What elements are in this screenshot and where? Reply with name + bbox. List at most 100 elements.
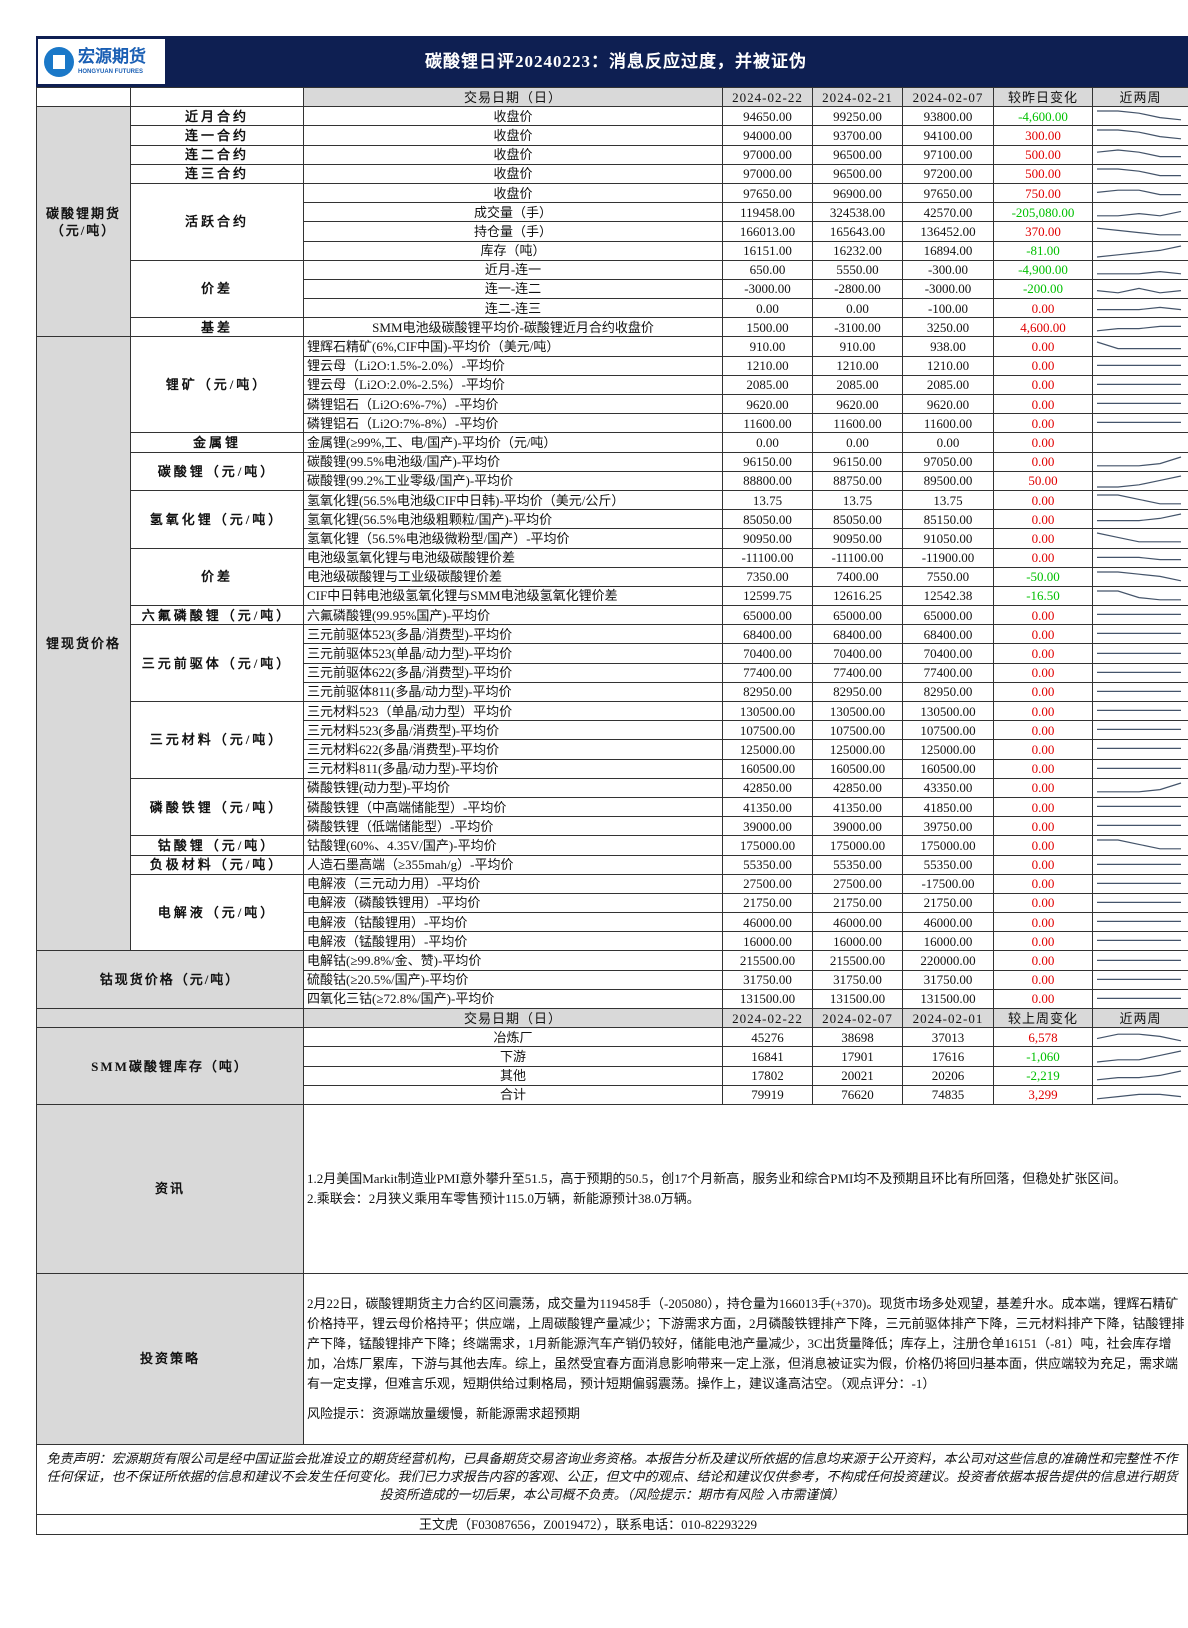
change-cell: -16.50: [993, 585, 1093, 607]
sparkline: [1097, 901, 1181, 903]
table-row: 磷锂铝石（Li2O:6%-7%）-平均价 9620.00 9620.00 9620.0…: [37, 393, 1188, 415]
sparkline-line: [1096, 340, 1181, 349]
row-label: 电解液（钴酸锂用）-平均价: [303, 912, 723, 933]
trend-cell: [1092, 912, 1188, 933]
change-cell: -1,060: [993, 1046, 1093, 1067]
table-row: 氢氧化锂（元/吨） 氢氧化锂(56.5%电池级CIF中日韩)-平均价（美元/公斤）…: [37, 489, 1188, 549]
value-cell: 175000.00: [812, 835, 903, 856]
trend-cell: [1092, 509, 1188, 530]
row-label: 磷酸铁锂（中高端储能型）-平均价: [303, 796, 723, 818]
row-label: 三元前驱体622(多晶/消费型)-平均价: [303, 662, 723, 683]
sparkline: [1097, 690, 1181, 692]
sparkline: [1096, 149, 1181, 157]
row-label: 碳酸锂(99.5%电池级/国产)-平均价: [303, 451, 723, 472]
value-cell: 94000.00: [722, 125, 813, 146]
sparkline: [1097, 805, 1181, 808]
subgroup-label: 钴酸锂（元/吨）: [130, 835, 304, 856]
value-cell: -300.00: [902, 259, 994, 280]
value-cell: 2085.00: [902, 374, 994, 396]
table-row: 负极材料（元/吨） 人造石墨高端（≥355mah/g）-平均价 55350.00 55…: [37, 854, 1188, 875]
value-cell: 131500.00: [812, 988, 903, 1010]
logo-icon: [44, 46, 74, 77]
value-cell: 93800.00: [902, 106, 994, 127]
table-row: 磷锂铝石（Li2O:7%-8%）-平均价 11600.00 11600.00 1160…: [37, 413, 1188, 434]
header-change: 较上周变化: [993, 1007, 1093, 1029]
change-cell: 0.00: [993, 892, 1093, 914]
change-cell: 500.00: [993, 163, 1093, 184]
sparkline: [1096, 287, 1182, 294]
value-cell: 82950.00: [812, 681, 903, 703]
sparkline: [1096, 326, 1181, 332]
table-row: 钴现货价格（元/吨） 电解钴(≥99.8%/金、赞)-平均价 215500.00 21…: [36, 950, 1188, 1009]
header-change: 较昨日变化: [993, 86, 1093, 108]
table-row: 锂云母（Li2O:1.5%-2.0%）-平均价 1210.00 1210.00 121…: [37, 355, 1188, 376]
table-row: 价差 近月-连一 650.00 5550.00 -300.00 -4,900.00: [37, 259, 1188, 319]
subgroup-label: 活跃合约: [130, 182, 304, 261]
header-row: 交易日期（日） 2024-02-22 2024-02-21 2024-02-07 较昨日…: [36, 86, 1188, 108]
value-cell: 16000.00: [812, 931, 903, 952]
sparkline: [1097, 882, 1181, 884]
row-label: 三元前驱体523(单晶/动力型)-平均价: [303, 643, 723, 664]
group-label: 碳酸锂期货（元/吨）: [36, 106, 131, 338]
table-row: 电解液（元/吨） 电解液（三元动力用）-平均价 27500.00 27500.00 -1…: [37, 873, 1188, 952]
value-cell: 39000.00: [722, 816, 813, 837]
value-cell: 5550.00: [812, 259, 903, 280]
sparkline-line: [1097, 782, 1182, 793]
table-row: 氢氧化锂(56.5%电池级粗颗粒/国产)-平均价 85050.00 85050.00…: [37, 509, 1188, 530]
value-cell: 12542.38: [902, 585, 994, 607]
row-label: 收盘价: [303, 182, 723, 204]
value-cell: 125000.00: [722, 739, 813, 760]
value-cell: 175000.00: [722, 835, 813, 856]
sparkline: [1097, 494, 1181, 505]
sparkline: [1097, 211, 1182, 217]
header-date: 2024-02-07: [902, 86, 994, 108]
report-title: 碳酸锂日评20240223：消息反应过度，并被证伪: [425, 52, 807, 71]
row-label: 锂辉石精矿(6%,CIF中国)-平均价（美元/吨）: [303, 336, 723, 357]
row-label: 连二-连三: [303, 298, 723, 319]
change-cell: -2,219: [993, 1065, 1093, 1086]
change-cell: 0.00: [993, 298, 1093, 319]
change-cell: 0.00: [993, 777, 1093, 798]
change-cell: 0.00: [993, 681, 1093, 703]
strategy-label: 投资策略: [36, 1272, 304, 1445]
value-cell: 13.75: [812, 489, 903, 511]
value-cell: 55350.00: [812, 854, 903, 875]
trend-cell: [1092, 470, 1188, 491]
trend-cell: [1092, 566, 1188, 587]
sparkline: [1097, 513, 1182, 522]
sparkline-line: [1097, 513, 1182, 522]
value-cell: 41850.00: [902, 796, 994, 818]
value-cell: 9620.00: [812, 393, 903, 415]
change-cell: 0.00: [993, 393, 1093, 415]
sparkline-line: [1096, 326, 1181, 332]
trend-cell: [1092, 1084, 1188, 1105]
header-date: 2024-02-21: [812, 86, 903, 108]
trend-cell: [1092, 739, 1188, 760]
table-row: 三元材料（元/吨） 三元材料523（单晶/动力型）平均价 130500.00 1305…: [37, 700, 1188, 779]
change-cell: 0.00: [993, 873, 1093, 894]
trend-cell: [1092, 777, 1188, 798]
row-label: 收盘价: [303, 144, 723, 165]
change-cell: 370.00: [993, 221, 1093, 242]
value-cell: 41350.00: [812, 796, 903, 818]
sparkline: [1097, 729, 1181, 731]
table-row: 碳酸锂（元/吨） 碳酸锂(99.5%电池级/国产)-平均价 96150.00 9615…: [37, 451, 1188, 491]
value-cell: 910.00: [722, 336, 813, 357]
value-cell: 136452.00: [902, 221, 994, 242]
value-cell: 9620.00: [722, 393, 813, 415]
value-cell: 39750.00: [902, 816, 994, 837]
change-cell: 0.00: [993, 413, 1093, 434]
sparkline: [1097, 556, 1181, 560]
row-label: 硫酸钴(≥20.5%/国产)-平均价: [303, 969, 723, 990]
change-cell: 0.00: [993, 624, 1093, 645]
value-cell: 1210.00: [722, 355, 813, 376]
table-row: 碳酸锂期货（元/吨） 近月合约 收盘价 94650.00 99250.00 93800.0…: [36, 106, 1188, 338]
change-cell: 0.00: [993, 662, 1093, 683]
row-label: 三元前驱体811(多晶/动力型)-平均价: [303, 681, 723, 703]
value-cell: 215500.00: [812, 950, 903, 971]
inventory-row: 其他 17802 20021 20206 -2,219: [37, 1065, 1188, 1086]
trend-cell: [1092, 489, 1188, 511]
trend-cell: [1092, 662, 1188, 683]
value-cell: 16000.00: [722, 931, 813, 952]
sparkline: [1097, 364, 1181, 366]
